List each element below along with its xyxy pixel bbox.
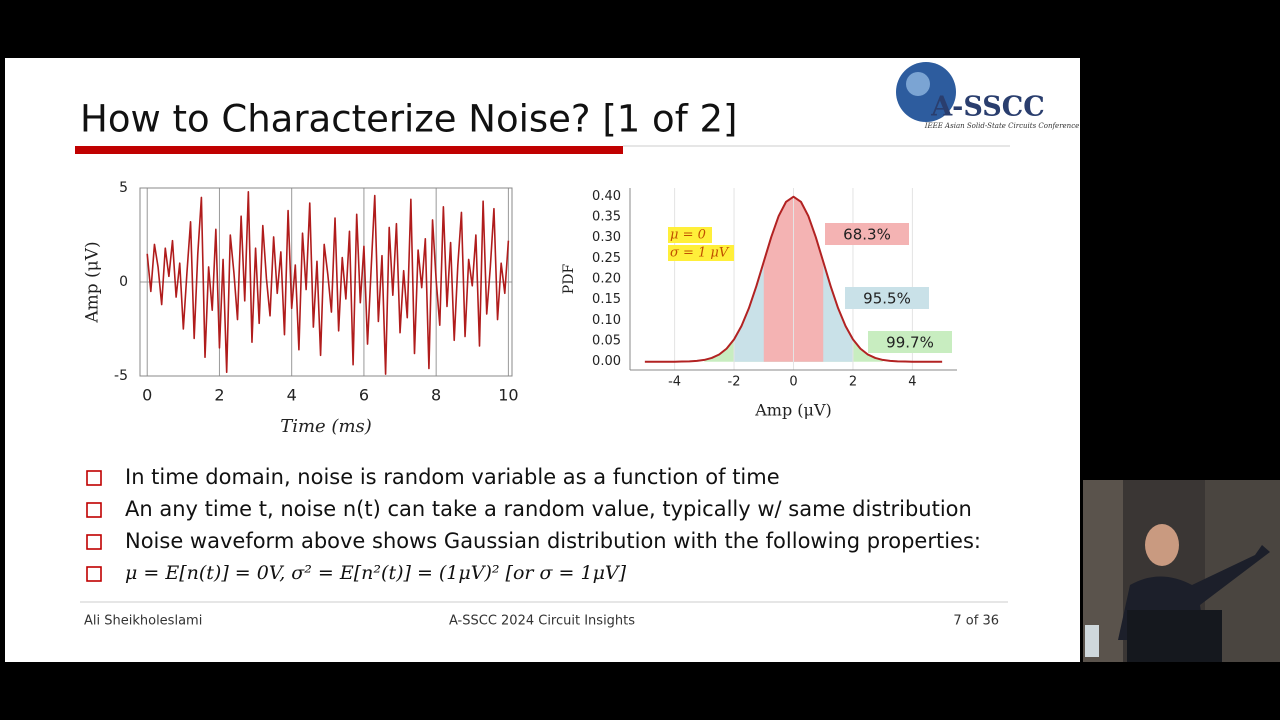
x-tick-label: -4 [668,375,681,390]
logo-caption: IEEE Asian Solid-State Circuits Conferen… [924,122,1080,130]
speaker-head [1145,524,1179,566]
y-tick-label: 5 [119,180,128,196]
x-tick-label: -2 [728,375,741,390]
bottle [1085,625,1099,657]
x-tick-label: 2 [849,375,857,390]
logo-text: A-SSCC [930,92,1045,123]
title-bar [75,146,623,154]
x-tick-label: 4 [908,375,916,390]
x-axis-title: Time (ms) [280,416,372,437]
data-line [146,190,510,375]
band-label-box [845,287,929,309]
annotation: μ = 0 [670,228,706,243]
bullet-text: An any time t, noise n(t) can take a ran… [125,497,972,521]
bullet-box [86,534,102,550]
x-tick-label: 0 [142,386,152,405]
bullet-text: Noise waveform above shows Gaussian dist… [125,529,981,553]
y-tick-label: 0.40 [592,189,621,204]
footer-page: 7 of 36 [953,614,999,629]
y-axis-title: PDF [561,264,577,295]
y-tick-label: 0.05 [592,334,621,349]
y-tick-label: -5 [114,368,128,384]
y-tick-label: 0.35 [592,209,621,224]
y-tick-label: 0 [119,274,128,290]
chart: 0 2 4 6 8 10 -5 0 5 Time (ms) Amp (μV) [83,180,519,437]
footer-author: Ali Sheikholeslami [84,614,202,629]
y-tick-label: 0.10 [592,313,621,328]
bullet-text: In time domain, noise is random variable… [125,465,780,489]
y-tick-label: 0.30 [592,230,621,245]
footer-event: A-SSCC 2024 Circuit Insights [449,614,635,629]
y-tick-label: 0.15 [592,292,621,307]
plot-frame [139,187,513,377]
band-label: 99.7% [886,334,934,352]
band-label-box [825,223,909,245]
annotation-highlight [668,245,734,261]
logo-globe-shine [906,72,930,96]
bullet-box [86,470,102,486]
bullet-box [86,566,102,582]
speaker-video [1083,480,1280,662]
x-tick-label: 0 [789,375,797,390]
chart: -4 -2 0 2 4 0.00 0.05 0.10 0.15 0.20 0.25 0.30 0.35 0… [561,188,957,420]
slide-title: How to Characterize Noise? [1 of 2] [80,98,737,141]
x-tick-label: 6 [359,386,369,405]
data-line [644,195,943,363]
slide [5,58,1080,662]
y-axis-title: Amp (μV) [83,241,103,323]
annotation-highlight [668,227,712,243]
y-tick-label: 0.00 [592,354,621,369]
y-tick-label: 0.25 [592,251,621,266]
band-label-box [868,331,952,353]
y-tick-label: 0.20 [592,272,621,287]
band-label: 68.3% [843,226,891,244]
bullet-box [86,502,102,518]
bullet-text: μ = E[n(t)] = 0V, σ² = E[n²(t)] = (1μV)²… [125,562,627,584]
x-tick-label: 2 [214,386,224,405]
x-axis-title: Amp (μV) [754,401,832,420]
band-label: 95.5% [863,290,911,308]
podium [1127,610,1222,662]
annotation: σ = 1 μV [670,246,730,261]
x-tick-label: 8 [431,386,441,405]
x-tick-label: 10 [498,386,518,405]
x-tick-label: 4 [287,386,297,405]
